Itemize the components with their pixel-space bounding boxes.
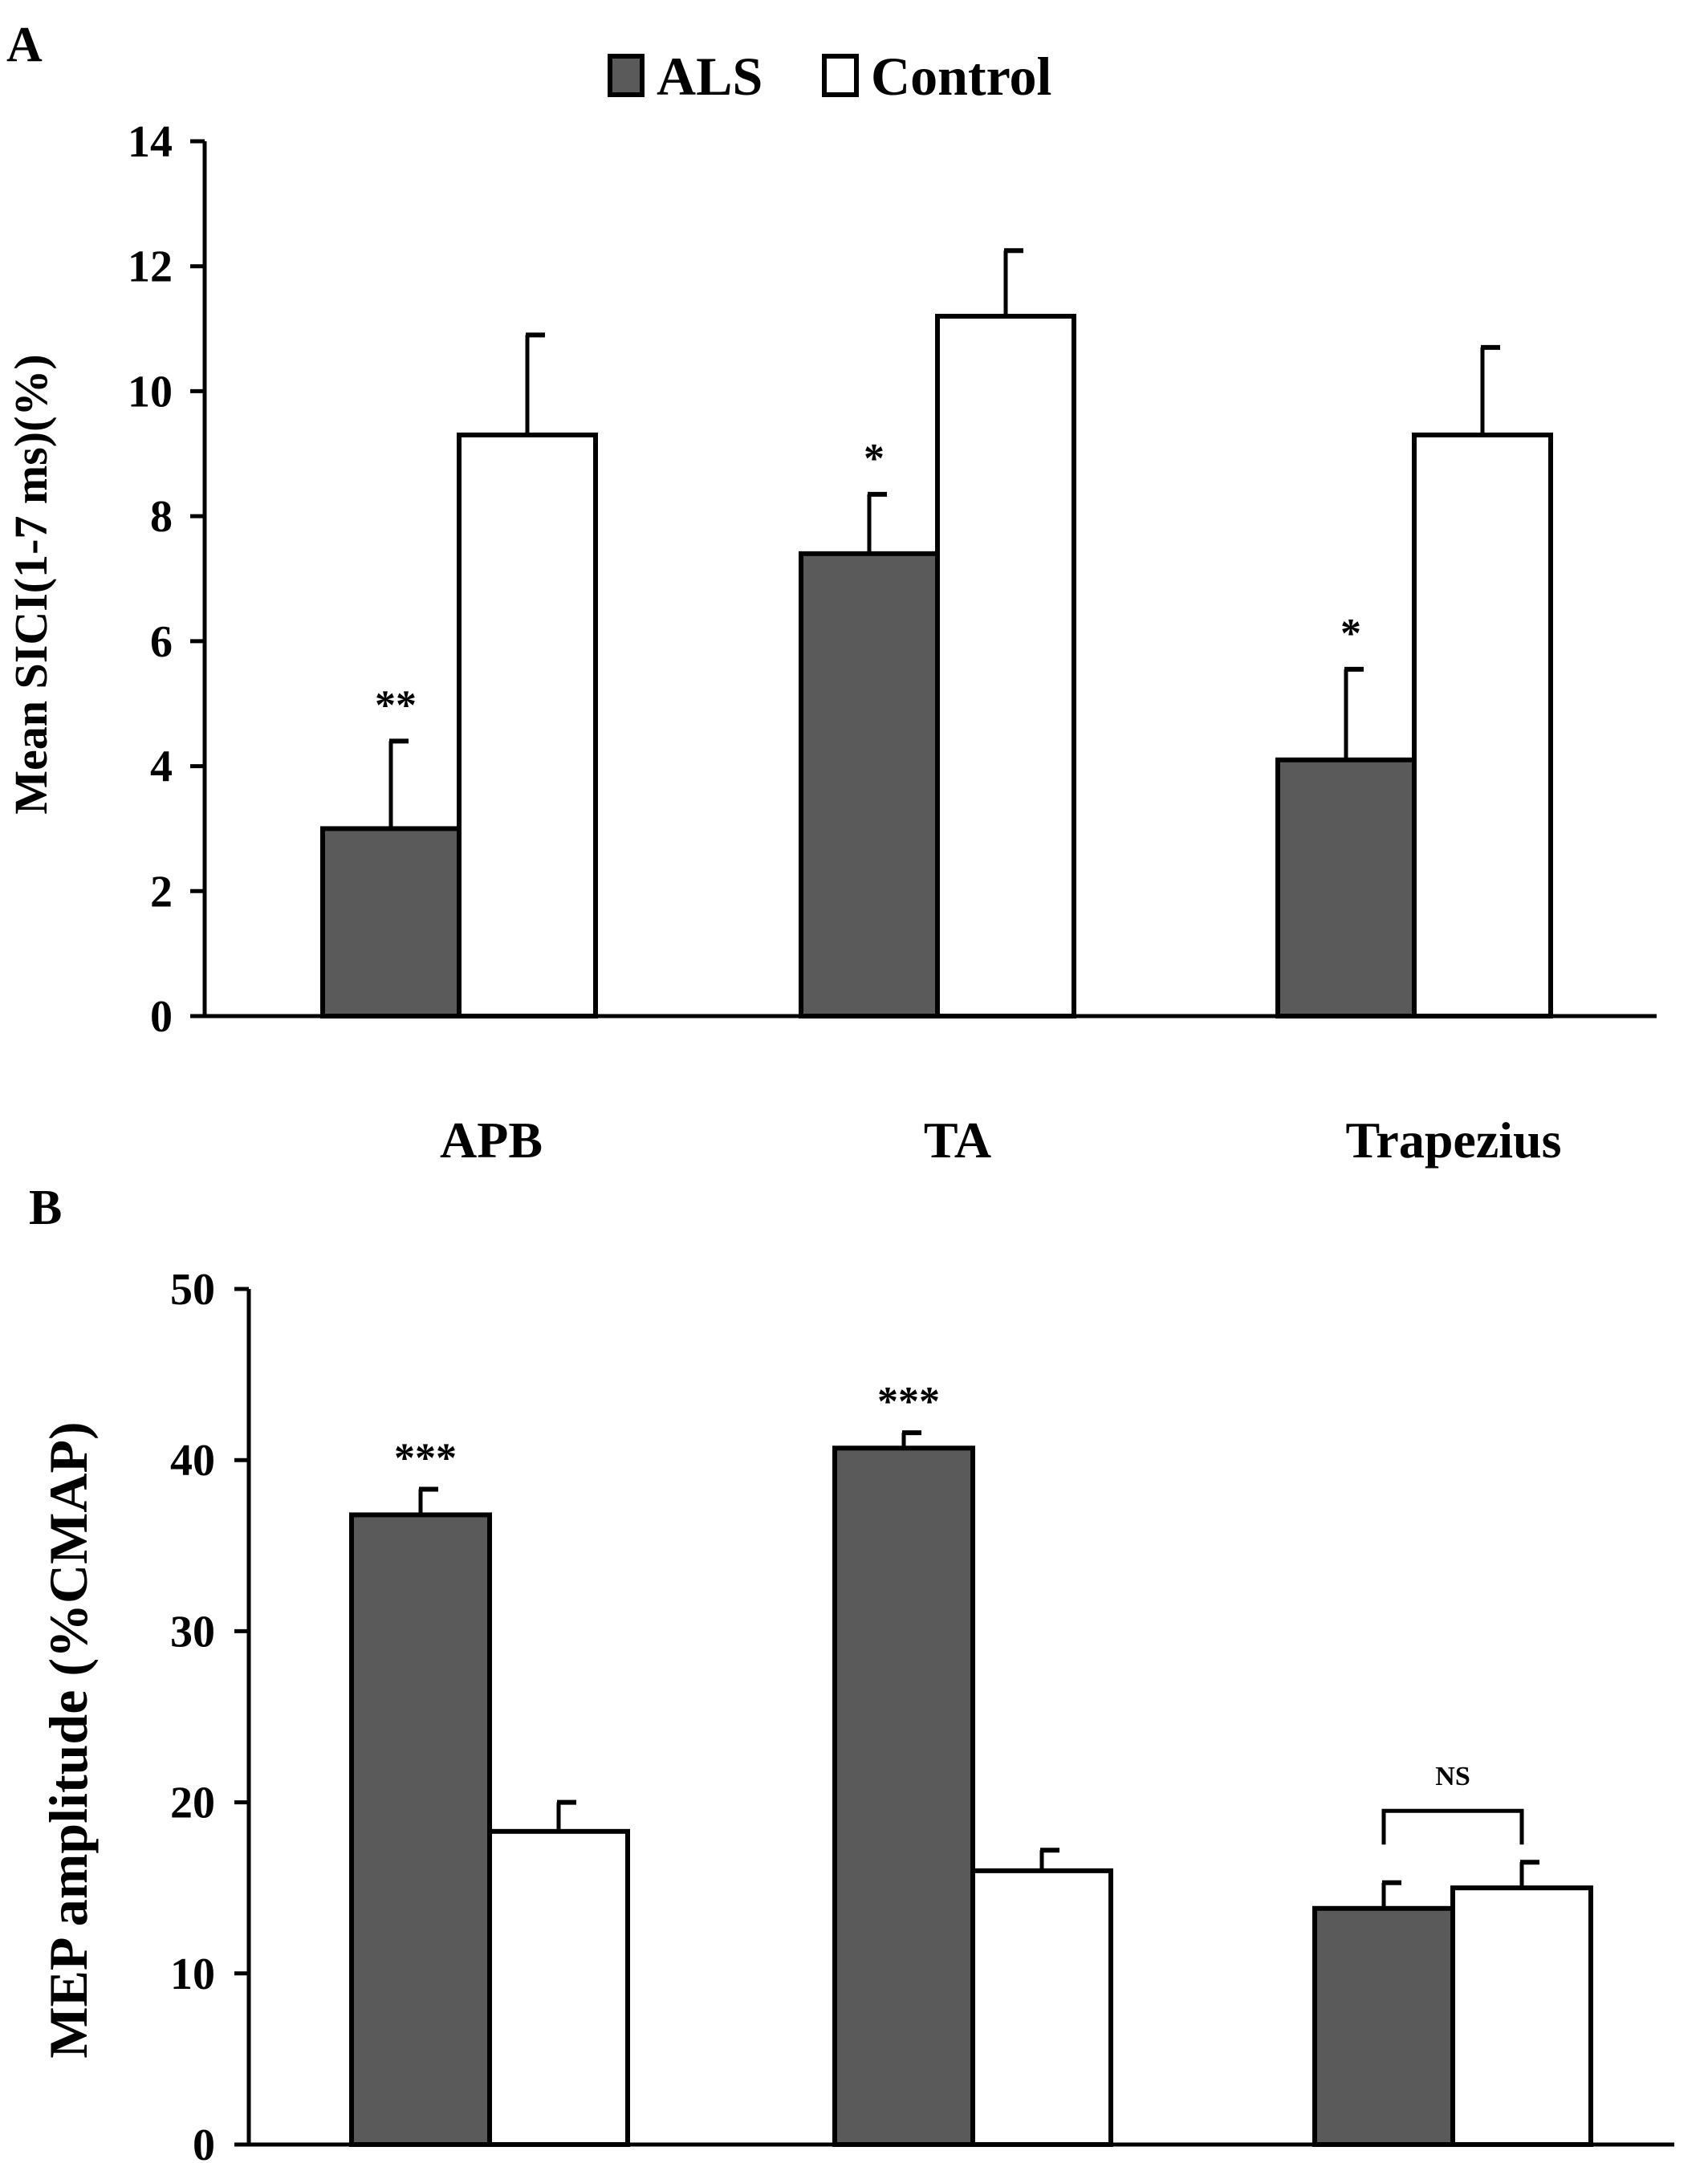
panel-a-bar-control-apb [457,432,598,1018]
panel-b-ns-bracket [1381,1808,1524,1845]
panel-a-y-tick-label-10: 10 [128,367,173,417]
legend-swatch-control [822,54,859,97]
panel-a-x-tick-labels: APB TA Trapezius [440,1112,1562,1169]
panel-a-annotation-ta: * [864,436,885,482]
panel-b-bar-als-apb [349,1512,492,2147]
panel-b-annotations: *** *** NS [394,1379,1470,1791]
panel-a-bar-als-trapezius [1275,757,1417,1018]
panel-a-bar-als-ta [799,551,940,1018]
panel-b-bar-als-trapezius [1312,1905,1455,2147]
panel-b-bar-control-apb [487,1828,630,2147]
panel-a-annotation-apb: ** [375,682,417,728]
panel-a-error-bars [388,248,1500,829]
panel-b-annotation-trapezius: NS [1435,1762,1470,1791]
panel-a-category-label-ta: TA [924,1112,991,1169]
panel-b-bar-als-ta [832,1445,975,2147]
panel-a-y-axis-label: Mean SICI(1-7 ms)(%) [5,354,57,815]
panel-a-bar-als-apb [320,826,462,1019]
panel-b-y-tick-label-40: 40 [170,1436,215,1486]
panel-b-y-axis-label: MEP amplitude (%CMAP) [38,1421,99,2058]
panel-b-annotation-apb: *** [394,1435,457,1481]
panel-b-y-tick-label-20: 20 [170,1779,215,1828]
panel-a-bar-control-trapezius [1412,432,1553,1018]
panel-b-y-tick-label-30: 30 [170,1607,215,1657]
panel-b-y-tick-label-50: 50 [170,1265,215,1315]
panel-a-category-label-apb: APB [440,1112,543,1169]
panel-a-y-tick-label-8: 8 [150,492,173,542]
legend-swatch-als [608,54,645,97]
panel-a-annotation-trapezius: * [1340,611,1361,657]
legend-label-als: ALS [657,46,762,107]
legend-item-control: Control [822,46,1051,107]
panel-letter-a: A [6,18,43,72]
legend-item-als: ALS [608,46,762,107]
panel-b-bar-control-ta [970,1868,1113,2147]
panel-a-bar-control-ta [935,314,1076,1018]
legend-label-control: Control [871,46,1051,107]
panel-b-annotation-ta: *** [877,1379,940,1425]
panel-b-error-bars [418,1430,1539,1909]
panel-a-y-tick-label-6: 6 [150,617,173,667]
panel-a-y-tick-label-0: 0 [150,992,173,1042]
panel-a-y-tick-label-12: 12 [128,242,173,292]
panel-b-bars [349,1445,1593,2147]
panel-b-y-tick-label-10: 10 [170,1950,215,1999]
panel-b-y-ticks: 0 10 20 30 40 50 [170,1265,249,2163]
legend: ALS Control [608,46,1051,107]
panel-a-y-tick-label-2: 2 [150,867,173,917]
panel-a-y-tick-label-4: 4 [150,742,173,792]
panel-a-y-tick-label-14: 14 [128,117,173,167]
panel-b-chart: MEP amplitude (%CMAP) 0 10 20 30 40 50 *** **… [38,1265,1674,2163]
panel-a-category-label-trapezius: Trapezius [1345,1112,1561,1169]
panel-a-annotations: ** * * [375,436,1361,729]
panel-a-y-ticks: 0 2 4 6 8 10 12 14 [128,117,205,1042]
panel-b-bar-control-trapezius [1450,1885,1593,2147]
panel-b-y-tick-label-0: 0 [193,2120,215,2163]
panel-a-bars [320,314,1553,1019]
panel-letter-b: B [29,1181,62,1235]
